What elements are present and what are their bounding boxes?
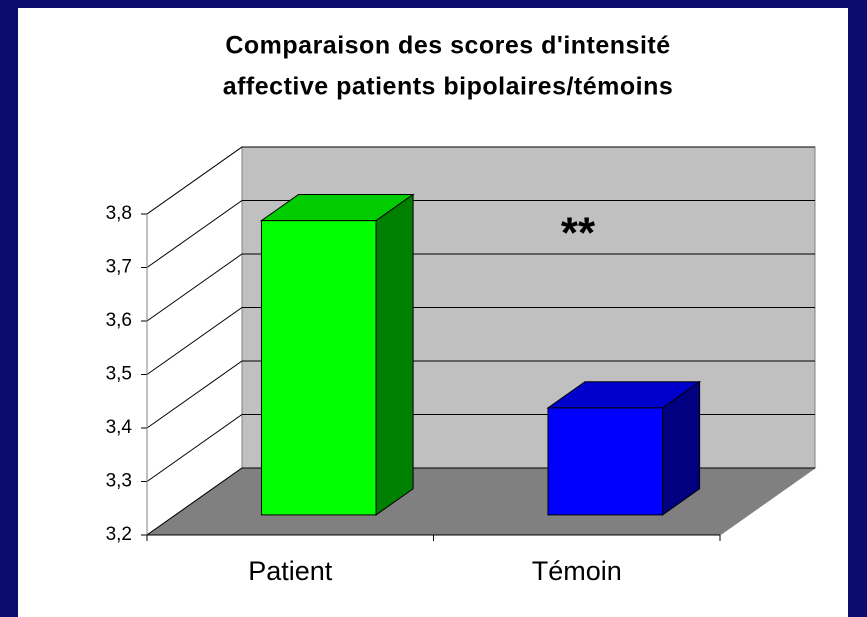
y-tick-label: 3,8 (106, 203, 132, 224)
y-tick-label: 3,5 (106, 364, 132, 385)
y-tick-label: 3,3 (106, 471, 132, 492)
grid-line (146, 360, 815, 429)
plot-area: 3,2 3,3 3,4 3,5 3,6 3,7 3,8 Patient Témoin (106, 146, 817, 586)
y-tick-label: 3,6 (106, 310, 132, 331)
bar-side (375, 193, 414, 516)
annotation: ** (561, 209, 596, 258)
bar (546, 380, 702, 516)
grid-line (146, 307, 815, 375)
x-tick-label: Patient (248, 556, 333, 586)
bar-front (547, 407, 664, 516)
grid-line (146, 253, 815, 322)
y-tick-label: 3,4 (106, 417, 133, 438)
chart-title: affective patients bipolaires/témoins (223, 73, 674, 101)
x-tick-label: Témoin (532, 556, 622, 586)
bar (259, 193, 415, 516)
grid-line (146, 200, 815, 268)
chart-title: Comparaison des scores d'intensité (225, 32, 670, 60)
y-tick-label: 3,2 (106, 524, 132, 545)
y-tick-label: 3,7 (106, 257, 132, 278)
grid-line (146, 146, 815, 215)
bar-front (260, 220, 377, 516)
floor (145, 467, 817, 536)
